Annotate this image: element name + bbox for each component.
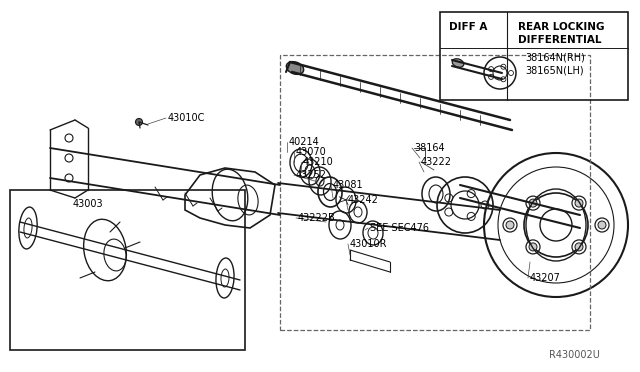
Text: REAR LOCKING: REAR LOCKING (518, 22, 605, 32)
Text: 38164: 38164 (414, 143, 445, 153)
Text: DIFFERENTIAL: DIFFERENTIAL (518, 35, 602, 45)
Text: 43242: 43242 (348, 195, 379, 205)
Text: 38164N(RH): 38164N(RH) (525, 52, 585, 62)
Circle shape (136, 119, 143, 125)
Circle shape (575, 243, 583, 251)
Circle shape (598, 221, 606, 229)
Text: 43010R: 43010R (350, 239, 387, 249)
Text: 40214: 40214 (289, 137, 320, 147)
Bar (10, 190, 245, 350)
Text: 43252: 43252 (296, 170, 327, 180)
Circle shape (575, 199, 583, 207)
Bar (440, 12, 628, 100)
Text: R430002U: R430002U (549, 350, 600, 360)
Text: 43010C: 43010C (168, 113, 205, 123)
Ellipse shape (452, 59, 464, 67)
Text: SEE SEC476: SEE SEC476 (370, 223, 429, 233)
Bar (280, 55, 590, 330)
Text: 43003: 43003 (73, 199, 104, 209)
Ellipse shape (286, 62, 304, 74)
Circle shape (529, 199, 537, 207)
Text: 43210: 43210 (303, 157, 333, 167)
Circle shape (506, 221, 514, 229)
Text: 43070: 43070 (296, 147, 327, 157)
Circle shape (529, 243, 537, 251)
Text: 43081: 43081 (333, 180, 364, 190)
Text: 43222B: 43222B (298, 213, 336, 223)
Text: 43207: 43207 (530, 273, 561, 283)
Text: 43222: 43222 (421, 157, 452, 167)
Text: 38165N(LH): 38165N(LH) (525, 65, 584, 75)
Text: DIFF A: DIFF A (449, 22, 488, 32)
